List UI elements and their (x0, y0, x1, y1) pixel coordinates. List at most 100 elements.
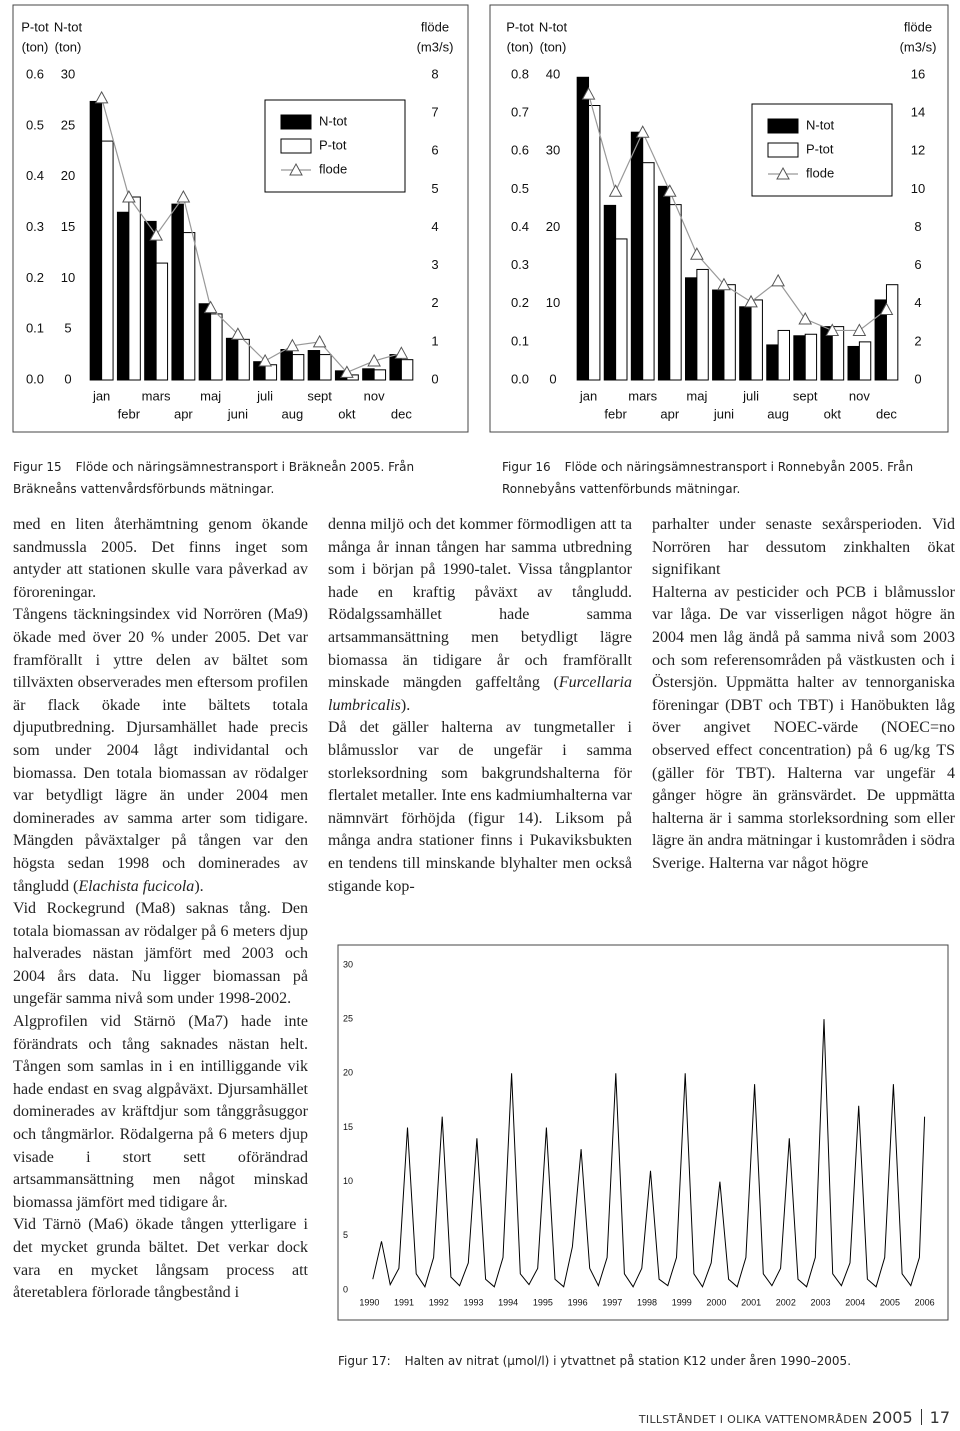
triangle-marker (149, 228, 163, 241)
triangle-marker (340, 365, 354, 378)
paragraph: Vid Rockegrund (Ma8) saknas tång. Den to… (13, 898, 308, 1011)
bar (588, 105, 601, 381)
y-tick-label: 0.4 (511, 219, 529, 234)
paragraph: Tångens täckningsindex vid Norrören (Ma9… (13, 604, 308, 898)
x-tick-label: febr (118, 406, 141, 421)
y2-tick-label: 25 (61, 117, 75, 132)
x-tick-label: 1994 (498, 1297, 518, 1307)
chart-frame (337, 944, 949, 1321)
bar (712, 289, 725, 381)
text-column: med en liten återhämtning genom ökande s… (13, 514, 308, 1305)
x-tick-label: maj (686, 388, 707, 403)
x-tick-label: mars (142, 388, 171, 403)
figure-caption: Figur 15 Flöde och näringsämnestransport … (13, 456, 468, 500)
y-tick-label: 10 (343, 1176, 353, 1186)
bar (847, 345, 860, 381)
x-tick-label: 2005 (880, 1297, 900, 1307)
bar (89, 100, 103, 381)
x-tick-label: jan (92, 388, 110, 403)
x-tick-label: 2002 (776, 1297, 796, 1307)
triangle-marker (367, 353, 381, 367)
legend-label: N-tot (319, 113, 348, 128)
text-run: Vid Rockegrund (Ma8) saknas tång. Den to… (13, 900, 308, 1008)
y-tick-label: 0.0 (511, 371, 529, 386)
footer-year: 2005 (871, 1408, 913, 1427)
figure-number: Figur 17: (338, 1354, 391, 1368)
x-tick-label: 1993 (463, 1297, 483, 1307)
triangle-marker (771, 273, 785, 287)
y3-axis-title: flöde (421, 19, 449, 34)
y2-axis-title: (ton) (540, 39, 567, 54)
bar (128, 196, 141, 381)
paragraph: Vid Tärnö (Ma6) ökade tången ytterligare… (13, 1214, 308, 1304)
nitrate-line (372, 1019, 926, 1288)
y-axis-title: P-tot (21, 19, 49, 34)
y-tick-label: 0.6 (26, 66, 44, 81)
x-tick-label: apr (660, 406, 679, 421)
y2-tick-label: 0 (64, 371, 71, 386)
bar (171, 203, 184, 381)
page-footer: TILLSTÅNDET I OLIKA VATTENOMRÅDEN 2005 17 (639, 1408, 950, 1427)
x-tick-label: nov (364, 388, 385, 403)
x-tick-label: 1992 (429, 1297, 449, 1307)
y2-axis-title: N-tot (539, 19, 568, 34)
x-tick-label: okt (824, 406, 842, 421)
figure-number: Figur 15 (13, 460, 62, 474)
y-tick-label: 0 (343, 1284, 348, 1294)
legend-label: flode (806, 165, 834, 180)
legend-swatch (280, 114, 312, 130)
page-number: 17 (929, 1408, 950, 1427)
y3-tick-label: 7 (431, 105, 438, 120)
text-column: parhalter under senaste sexårsperioden. … (652, 514, 955, 876)
y2-tick-label: 10 (61, 270, 75, 285)
x-tick-label: 2003 (811, 1297, 831, 1307)
bar (669, 204, 682, 381)
y-tick-label: 0.5 (511, 181, 529, 196)
bar (615, 238, 628, 381)
italic-text: Elachista fucicola (78, 877, 195, 895)
x-tick-label: maj (200, 388, 221, 403)
triangle-marker (581, 87, 596, 100)
legend-label: N-tot (806, 117, 835, 132)
triangle-marker (825, 323, 840, 336)
y2-axis-title: N-tot (54, 19, 83, 34)
y3-axis-title: flöde (904, 19, 932, 34)
triangle-marker (285, 338, 300, 352)
y-tick-label: 5 (343, 1230, 348, 1240)
legend-swatch (280, 138, 312, 154)
x-tick-label: mars (628, 388, 657, 403)
y-tick-label: 0.2 (26, 270, 44, 285)
y-tick-label: 20 (343, 1068, 353, 1078)
text-column: denna miljö och det kommer förmodligen a… (328, 514, 632, 898)
x-tick-label: jan (579, 388, 597, 403)
x-tick-label: 2001 (741, 1297, 761, 1307)
paragraph: Då det gäller halterna av tungmetaller i… (328, 717, 632, 898)
x-tick-label: 2000 (706, 1297, 726, 1307)
bar (793, 335, 806, 381)
y3-tick-label: 6 (914, 257, 921, 272)
y-tick-label: 25 (343, 1014, 353, 1024)
text-run: Vid Tärnö (Ma6) ökade tången ytterligare… (13, 1216, 308, 1302)
bar (225, 337, 239, 381)
y3-tick-label: 8 (431, 66, 438, 81)
triangle-marker (852, 323, 867, 336)
y3-tick-label: 2 (914, 333, 921, 348)
text-run: parhalter under senaste sexårsperioden. … (652, 516, 955, 579)
y-tick-label: 0.0 (26, 371, 44, 386)
paragraph: Algprofilen vid Stärnö (Ma7) hade inte f… (13, 1011, 308, 1214)
y3-axis-title: (m3/s) (900, 39, 937, 54)
x-tick-label: aug (282, 406, 304, 421)
bar (373, 369, 387, 381)
bar (630, 131, 644, 381)
bar (603, 204, 617, 381)
bar (198, 303, 212, 381)
y-tick-label: 30 (343, 959, 353, 969)
y3-tick-label: 0 (431, 371, 438, 386)
x-tick-label: 1990 (359, 1297, 379, 1307)
bar (319, 354, 332, 381)
text-run: Algprofilen vid Stärnö (Ma7) hade inte f… (13, 1013, 308, 1211)
y3-tick-label: 2 (431, 295, 438, 310)
x-tick-label: 1996 (568, 1297, 588, 1307)
y3-tick-label: 12 (911, 143, 925, 158)
